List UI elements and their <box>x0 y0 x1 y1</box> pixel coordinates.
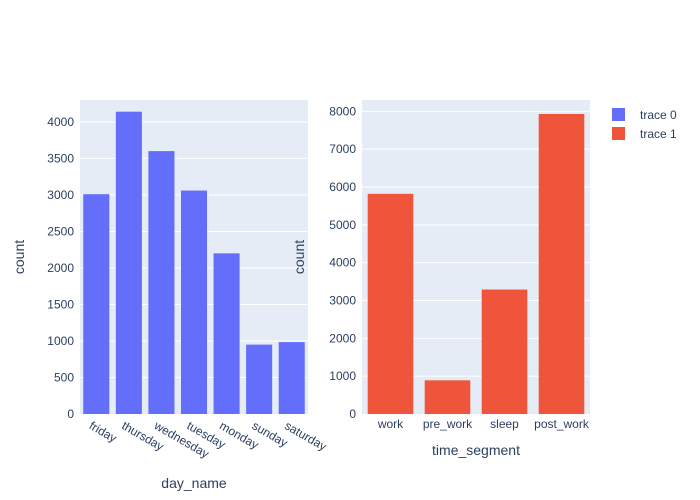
y-axis-title: count <box>11 240 27 274</box>
bar-sleep[interactable] <box>481 289 528 414</box>
y-tick-label: 1500 <box>47 297 74 311</box>
y-tick-label: 2500 <box>47 224 74 238</box>
y-tick-label: 1000 <box>329 369 356 383</box>
y-tick-label: 3000 <box>329 294 356 308</box>
y-tick-label: 0 <box>349 407 356 421</box>
legend-label-trace-1: trace 1 <box>640 127 677 141</box>
legend-item-trace-1[interactable]: trace 1 <box>612 127 677 141</box>
bar-thursday[interactable] <box>115 111 142 415</box>
y-tick-label: 6000 <box>329 180 356 194</box>
y-tick-label: 7000 <box>329 142 356 156</box>
y-tick-label: 3500 <box>47 151 74 165</box>
y-axis-title: count <box>291 240 307 274</box>
bar-wednesday[interactable] <box>148 151 175 414</box>
x-tick-label: work <box>377 417 404 431</box>
bar-saturday[interactable] <box>278 342 305 414</box>
x-tick-label: post_work <box>534 417 590 431</box>
x-tick-label: friday <box>87 418 119 445</box>
x-tick-label: saturday <box>282 418 329 453</box>
right-chart-panel: 0 1000 2000 3000 4000 5000 6000 7000 8000 work pre… <box>291 100 590 458</box>
legend-swatch-trace-1 <box>612 127 625 140</box>
legend-label-trace-0: trace 0 <box>640 108 677 122</box>
bar-work[interactable] <box>367 193 414 414</box>
y-tick-label: 4000 <box>329 256 356 270</box>
y-tick-label: 4000 <box>47 115 74 129</box>
x-axis-title: day_name <box>161 475 227 491</box>
y-tick-label: 2000 <box>329 331 356 345</box>
y-tick-label: 3000 <box>47 188 74 202</box>
legend-swatch-trace-0 <box>612 108 625 121</box>
bar-friday[interactable] <box>83 194 110 414</box>
y-tick-label: 8000 <box>329 104 356 118</box>
x-tick-label: pre_work <box>423 417 473 431</box>
y-tick-label: 1000 <box>47 334 74 348</box>
bar-post_work[interactable] <box>538 113 585 414</box>
x-tick-label: sleep <box>490 417 519 431</box>
legend: trace 0 trace 1 <box>612 108 677 141</box>
legend-item-trace-0[interactable]: trace 0 <box>612 108 677 122</box>
x-axis-title: time_segment <box>432 442 520 458</box>
bar-pre_work[interactable] <box>424 380 471 414</box>
y-tick-label: 500 <box>54 370 74 384</box>
bar-tuesday[interactable] <box>180 190 208 414</box>
y-tick-label: 0 <box>67 407 74 421</box>
y-tick-label: 5000 <box>329 218 356 232</box>
bar-monday[interactable] <box>213 253 240 414</box>
bar-sunday[interactable] <box>246 344 273 414</box>
y-tick-label: 2000 <box>47 261 74 275</box>
